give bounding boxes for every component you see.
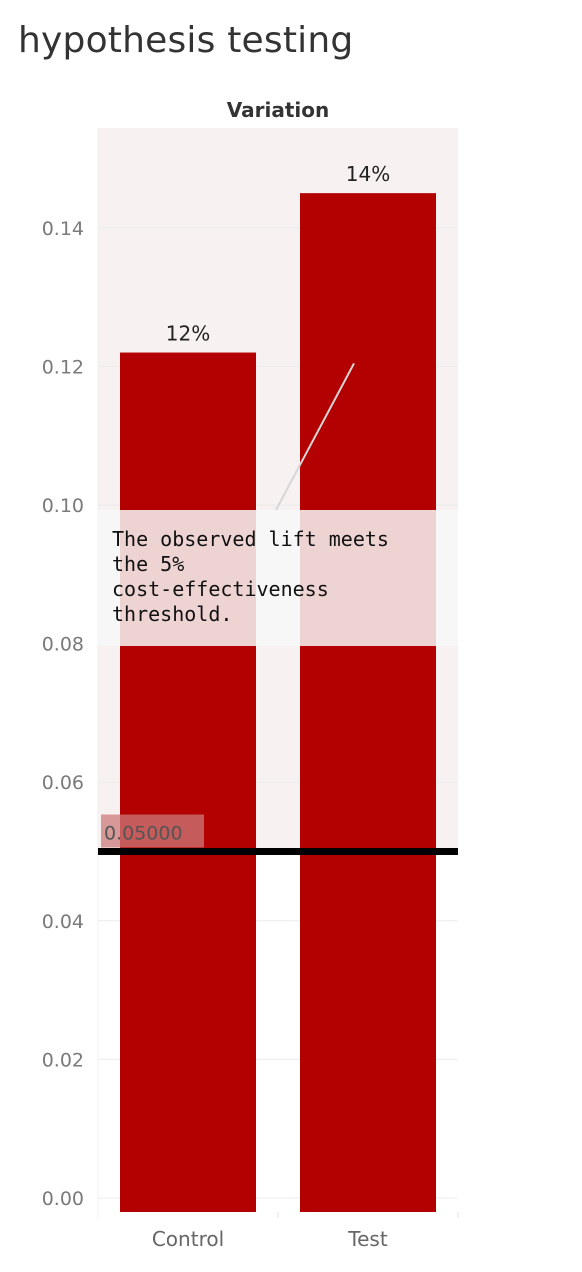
y-tick-label: 0.04 — [42, 911, 84, 933]
y-tick-label: 0.14 — [42, 218, 84, 240]
x-tick-label: Test — [347, 1227, 388, 1251]
chart-title: hypothesis testing — [18, 20, 354, 61]
annotation-text-line: the 5% — [112, 552, 184, 576]
annotation-pointer — [275, 362, 355, 511]
y-tick-label: 0.06 — [42, 772, 84, 794]
y-tick-label: 0.02 — [42, 1049, 84, 1071]
y-tick-label: 0.10 — [42, 495, 84, 517]
y-tick-label: 0.00 — [42, 1188, 84, 1210]
bar-test — [300, 193, 436, 1212]
y-tick-label: 0.08 — [42, 634, 84, 656]
annotation-text-line: The observed lift meets — [112, 527, 389, 551]
reference-label-background — [101, 814, 204, 848]
bar-control — [120, 352, 256, 1212]
annotation-text-line: cost-effectiveness — [112, 577, 329, 601]
y-tick-label: 0.12 — [42, 356, 84, 378]
annotation-box — [98, 510, 458, 646]
data-label: 14% — [346, 162, 390, 186]
column-header: Variation — [227, 98, 330, 122]
annotation-text-line: threshold. — [112, 602, 232, 626]
reference-line-label: 0.05000 — [104, 823, 183, 845]
x-tick-label: Control — [152, 1227, 224, 1251]
data-label: 12% — [166, 322, 210, 346]
